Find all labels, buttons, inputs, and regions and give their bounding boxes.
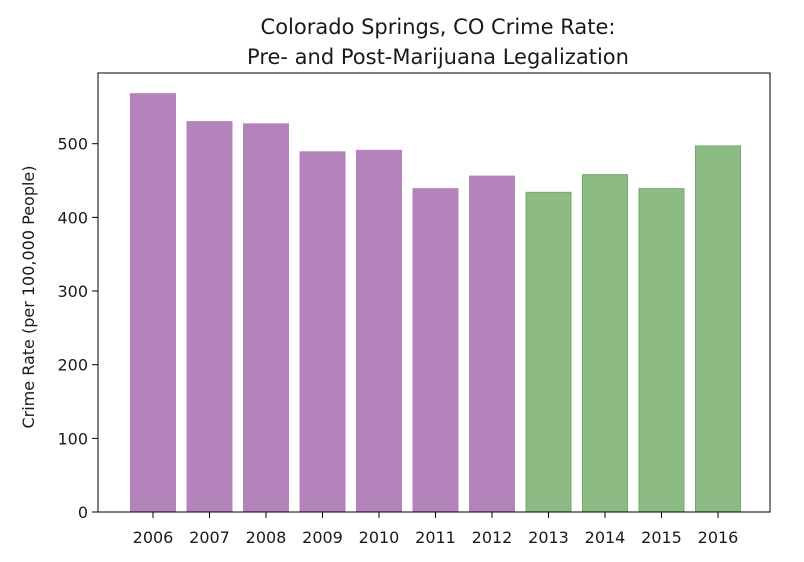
x-tick-label-2014: 2014 <box>585 528 626 547</box>
x-tick-label-2011: 2011 <box>415 528 456 547</box>
plot-area-frame <box>97 72 771 513</box>
y-axis: 0 100 200 300 400 500 <box>57 135 98 522</box>
chart-title-line-2: Pre- and Post-Marijuana Legalization <box>247 45 629 69</box>
x-tick-label-2016: 2016 <box>698 528 739 547</box>
bar-2010 <box>356 149 402 513</box>
bar-2008 <box>243 123 289 513</box>
bar-2016 <box>695 145 741 513</box>
y-tick-label-0: 0 <box>78 503 88 522</box>
bar-2011 <box>412 188 459 513</box>
y-axis-label: Crime Rate (per 100,000 People) <box>19 165 38 428</box>
bar-2015 <box>638 188 685 513</box>
x-tick-label-2015: 2015 <box>641 528 682 547</box>
y-tick-label-500: 500 <box>57 135 88 154</box>
bar-2012 <box>469 175 515 513</box>
x-axis: 2006 2007 2008 2009 2010 2011 2012 2013 2014 2015… <box>133 512 739 547</box>
x-tick-label-2012: 2012 <box>472 528 513 547</box>
bar-2006 <box>130 93 176 513</box>
bar-2014 <box>582 174 628 513</box>
x-tick-label-2007: 2007 <box>189 528 230 547</box>
y-tick-label-300: 300 <box>57 282 88 301</box>
y-tick-label-200: 200 <box>57 356 88 375</box>
chart-title-line-1: Colorado Springs, CO Crime Rate: <box>261 15 616 39</box>
y-tick-label-400: 400 <box>57 208 88 227</box>
x-tick-label-2010: 2010 <box>359 528 400 547</box>
x-tick-label-2008: 2008 <box>246 528 287 547</box>
bar-2013 <box>525 191 572 513</box>
bar-2009 <box>299 151 346 513</box>
x-tick-label-2009: 2009 <box>302 528 343 547</box>
bar-2007 <box>186 121 233 513</box>
x-tick-label-2006: 2006 <box>133 528 174 547</box>
bars-layer <box>130 93 741 513</box>
y-tick-label-100: 100 <box>57 429 88 448</box>
x-tick-label-2013: 2013 <box>528 528 569 547</box>
